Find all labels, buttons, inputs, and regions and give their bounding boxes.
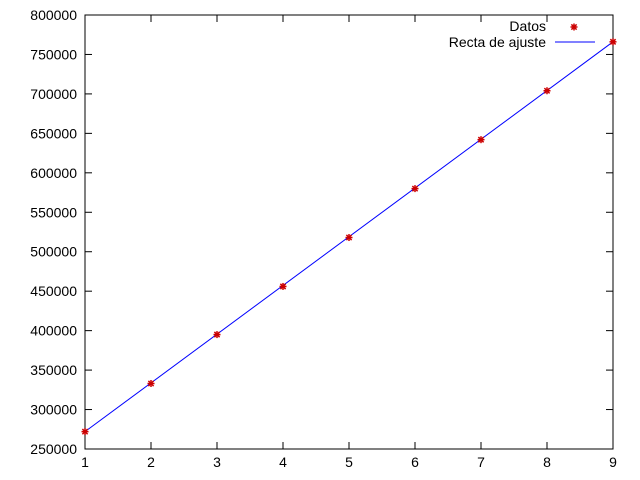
data-point bbox=[147, 380, 155, 388]
y-tick-label: 750000 bbox=[30, 46, 77, 62]
legend-label-datos: Datos bbox=[509, 18, 546, 34]
y-tick-label: 400000 bbox=[30, 323, 77, 339]
data-point bbox=[345, 234, 353, 242]
legend: Datos Recta de ajuste bbox=[449, 18, 595, 50]
y-tick-label: 350000 bbox=[30, 362, 77, 378]
y-tick-label: 650000 bbox=[30, 125, 77, 141]
y-tick-label: 500000 bbox=[30, 244, 77, 260]
x-tick-label: 7 bbox=[477, 454, 485, 470]
x-tick-label: 4 bbox=[279, 454, 287, 470]
y-tick-label: 800000 bbox=[30, 7, 77, 23]
y-tick-label: 450000 bbox=[30, 283, 77, 299]
data-point bbox=[543, 87, 551, 95]
y-tick-label: 700000 bbox=[30, 86, 77, 102]
x-tick-label: 6 bbox=[411, 454, 419, 470]
x-tick-label: 8 bbox=[543, 454, 551, 470]
data-point bbox=[609, 38, 617, 46]
x-tick-label: 1 bbox=[81, 454, 89, 470]
y-tick-label: 550000 bbox=[30, 204, 77, 220]
data-point bbox=[279, 282, 287, 290]
x-tick-label: 5 bbox=[345, 454, 353, 470]
y-tick-label: 250000 bbox=[30, 441, 77, 457]
data-point bbox=[411, 185, 419, 193]
legend-label-recta-de-ajuste: Recta de ajuste bbox=[449, 34, 546, 50]
x-tick-label: 9 bbox=[609, 454, 617, 470]
legend-marker-datos bbox=[570, 23, 578, 31]
plot-frame bbox=[84, 14, 614, 450]
x-tick-label: 2 bbox=[147, 454, 155, 470]
data-point bbox=[81, 428, 89, 436]
y-tick-label: 300000 bbox=[30, 402, 77, 418]
x-tick-label: 3 bbox=[213, 454, 221, 470]
plot-area bbox=[81, 38, 617, 436]
axes: 1 2 3 4 5 6 7 8 9 250000 300000 350000 400000 450000 5… bbox=[30, 7, 617, 470]
data-point bbox=[477, 136, 485, 144]
y-tick-label: 600000 bbox=[30, 165, 77, 181]
data-point bbox=[213, 331, 221, 339]
